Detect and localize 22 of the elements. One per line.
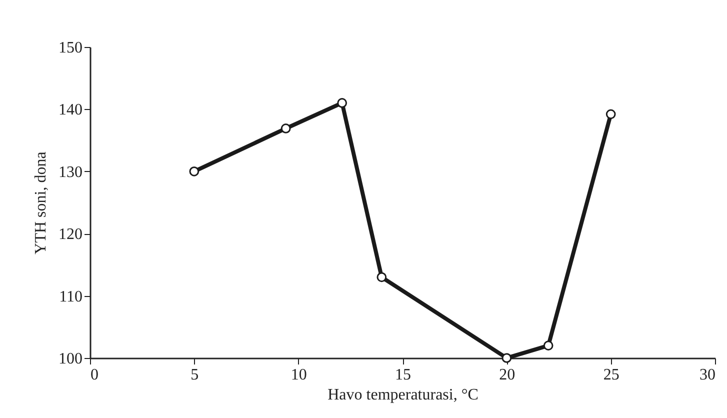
y-axis-title: YTH soni, dona <box>32 152 50 254</box>
x-tick-label: 10 <box>290 366 307 384</box>
point <box>606 109 616 120</box>
point <box>543 340 554 350</box>
point <box>189 166 200 176</box>
point <box>376 272 387 282</box>
y-tick-label: 130 <box>58 164 82 181</box>
y-tick-label: 110 <box>59 288 82 306</box>
point <box>502 353 512 363</box>
point <box>337 98 348 108</box>
x-tick-label: 30 <box>700 366 716 384</box>
x-tick-label: 0 <box>90 366 98 384</box>
x-tick-label: 15 <box>395 366 411 384</box>
x-tick-label: 25 <box>603 366 620 384</box>
y-tick-label: 140 <box>58 102 82 119</box>
y-tick-label: 100 <box>58 350 82 368</box>
x-tick-label: 5 <box>190 366 199 384</box>
point <box>280 124 291 134</box>
y-tick-label: 120 <box>58 226 82 244</box>
x-axis-title: Havo temperaturasi, °C <box>328 386 478 404</box>
y-tick-label: 150 <box>58 40 82 56</box>
x-tick-label: 20 <box>499 366 516 384</box>
